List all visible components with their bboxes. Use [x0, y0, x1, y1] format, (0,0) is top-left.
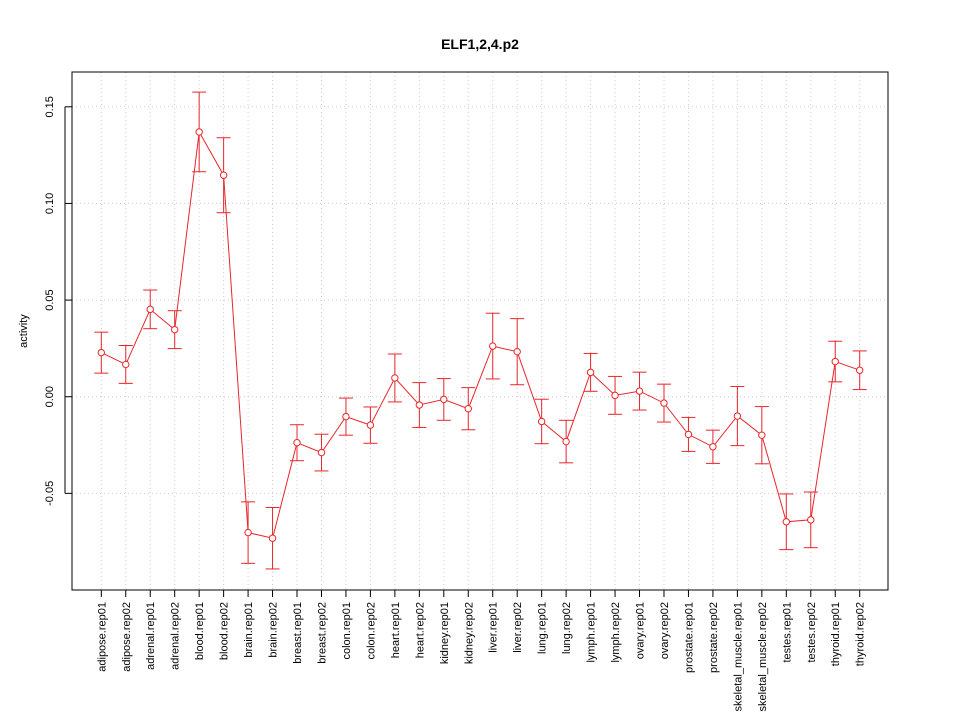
- x-tick-label: adipose.rep02: [121, 602, 133, 672]
- x-tick-label: testes.rep02: [806, 602, 818, 663]
- data-point: [782, 518, 791, 526]
- y-tick-label: -0.05: [44, 481, 56, 506]
- y-axis-label: activity: [18, 314, 30, 348]
- x-tick-label: lung.rep01: [537, 602, 549, 654]
- data-point: [586, 368, 595, 377]
- x-tick-label: adrenal.rep01: [145, 602, 157, 670]
- y-tick-label: 0.10: [44, 193, 56, 214]
- data-point: [733, 412, 742, 420]
- series-line: [101, 130, 860, 539]
- plot-frame: [71, 71, 889, 591]
- data-point: [195, 128, 203, 136]
- data-point: [219, 171, 228, 179]
- x-tick-label: adipose.rep01: [96, 602, 108, 672]
- x-tick-label: ovary.rep02: [659, 602, 671, 659]
- x-tick-label: lymph.rep02: [610, 602, 622, 663]
- data-point: [856, 366, 864, 374]
- x-tick-label: ovary.rep01: [635, 602, 647, 659]
- x-tick-label: heart.rep02: [414, 602, 426, 658]
- data-point: [709, 443, 717, 451]
- x-tick-label: lymph.rep01: [586, 602, 598, 663]
- data-point: [684, 430, 693, 439]
- x-tick-label: brain.rep01: [243, 602, 255, 658]
- series-activity: [94, 91, 867, 570]
- data-point: [513, 347, 521, 356]
- data-point: [489, 342, 497, 350]
- grid-lines: [72, 72, 888, 590]
- x-tick-label: brain.rep02: [268, 602, 280, 658]
- x-tick-label: blood.rep01: [194, 602, 206, 660]
- data-point: [244, 528, 252, 537]
- y-tick-label: 0.00: [44, 386, 56, 407]
- data-point: [562, 437, 570, 446]
- data-point: [611, 391, 619, 400]
- data-point: [391, 374, 399, 382]
- chart-title: ELF1,2,4.p2: [441, 36, 519, 52]
- x-tick-label: skeletal_muscle.rep02: [757, 602, 769, 711]
- x-tick-label: kidney.rep01: [439, 602, 451, 664]
- x-tick-label: liver.rep02: [512, 602, 524, 653]
- x-tick-label: kidney.rep02: [463, 602, 475, 664]
- data-point: [660, 399, 668, 407]
- data-point: [268, 534, 277, 542]
- x-tick-label: prostate.rep01: [683, 602, 695, 673]
- data-point: [366, 421, 375, 429]
- data-point: [635, 387, 644, 395]
- data-point: [415, 401, 424, 409]
- x-tick-label: breast.rep02: [316, 602, 328, 664]
- data-point: [342, 412, 350, 421]
- y-tick-label: 0.15: [44, 96, 56, 117]
- x-tick-label: prostate.rep02: [708, 602, 720, 673]
- x-tick-label: breast.rep01: [292, 602, 304, 664]
- x-tick-label: colon.rep01: [341, 602, 353, 660]
- y-axis: -0.05 0.00 0.05 0.10 0.15: [44, 96, 72, 506]
- data-point: [97, 348, 106, 357]
- x-tick-label: thyroid.rep02: [855, 602, 867, 666]
- data-point: [122, 360, 130, 369]
- x-axis: adipose.rep01 adipose.rep02 adrenal.rep01 a…: [96, 589, 867, 711]
- data-point: [170, 325, 179, 334]
- x-tick-label: skeletal_muscle.rep01: [732, 602, 744, 711]
- x-tick-label: lung.rep02: [561, 602, 573, 654]
- data-point: [440, 395, 448, 404]
- y-tick-label: 0.05: [44, 289, 56, 310]
- x-tick-label: blood.rep02: [219, 602, 231, 660]
- data-point: [146, 305, 154, 314]
- data-point: [758, 431, 766, 439]
- data-point: [293, 439, 301, 447]
- data-point: [831, 357, 839, 366]
- x-tick-label: heart.rep01: [390, 602, 402, 658]
- data-point: [807, 516, 815, 524]
- data-point: [464, 405, 472, 413]
- x-tick-label: adrenal.rep02: [170, 602, 182, 670]
- data-point: [317, 448, 326, 457]
- data-point: [537, 417, 546, 426]
- x-tick-label: liver.rep01: [488, 602, 500, 653]
- x-tick-label: colon.rep02: [365, 602, 377, 660]
- x-tick-label: testes.rep01: [781, 602, 793, 663]
- x-tick-label: thyroid.rep01: [830, 602, 842, 666]
